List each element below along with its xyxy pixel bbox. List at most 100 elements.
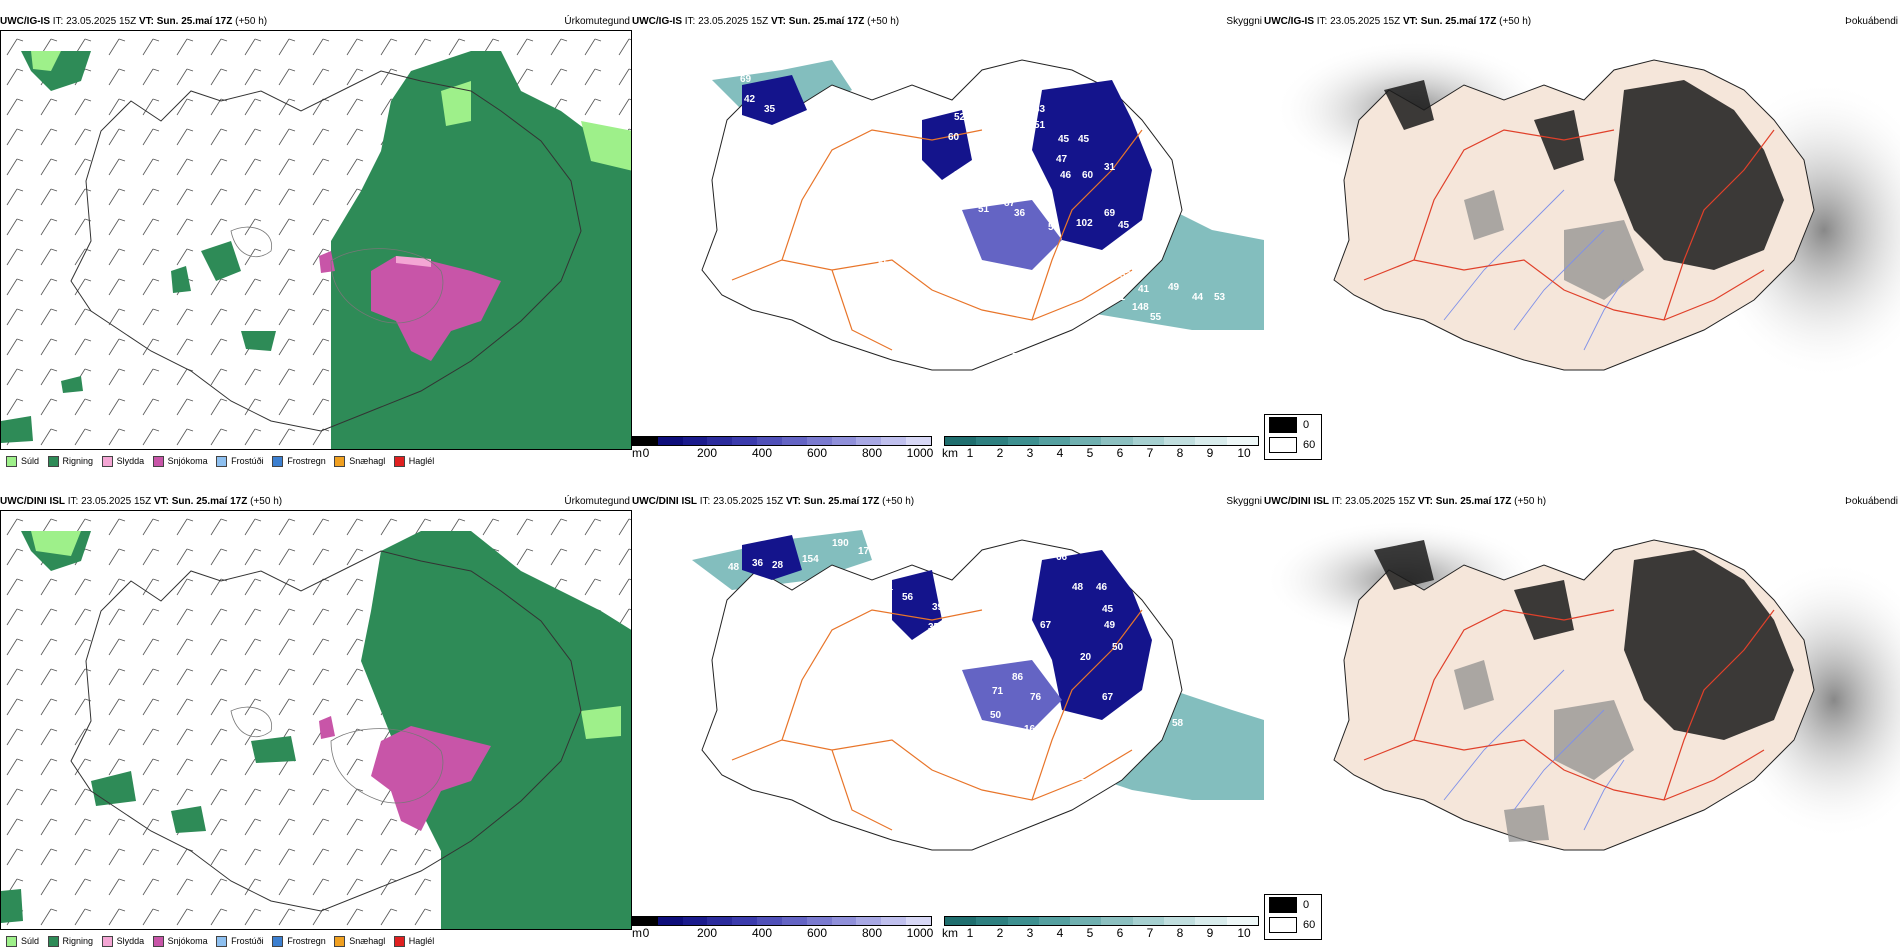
ceiling-value-label: 60 bbox=[1132, 248, 1144, 259]
ceiling-map-svg: 190 179 154 48 36 28 66 48 46 45 67 49 50 20 61 56 39 35 8… bbox=[692, 530, 1264, 909]
ceiling-value-label: 87 bbox=[1002, 802, 1014, 813]
visibility-color-step bbox=[945, 917, 977, 925]
legend-item: Frostregn bbox=[272, 930, 326, 952]
ceiling-value-label: 58 bbox=[1172, 718, 1184, 729]
vt-label: VT: bbox=[785, 496, 801, 507]
visibility-scale-1: km 1 2 3 4 5 6 7 8 9 10 bbox=[942, 436, 1259, 466]
visibility-color-step bbox=[1226, 437, 1258, 445]
height-color-step bbox=[881, 437, 907, 445]
ceiling-value-label: 102 bbox=[1076, 218, 1093, 229]
ceiling-value-label: 66 bbox=[1140, 262, 1152, 273]
cloud-map-1[interactable] bbox=[1264, 30, 1900, 430]
precip-map-2[interactable] bbox=[0, 510, 632, 930]
ceiling-map-1[interactable]: 69 48 42 35 42 505 52 60 53 51 45 45 47 46 60 31 58 40 46 5… bbox=[632, 30, 1264, 430]
height-color-step bbox=[657, 917, 683, 925]
ceiling-value-label: 36 bbox=[1014, 208, 1026, 219]
height-tick: 800 bbox=[861, 926, 883, 940]
ceiling-value-label: 20 bbox=[1080, 652, 1092, 663]
visibility-color-step bbox=[1070, 917, 1102, 925]
ceiling-value-label: 53 bbox=[1052, 842, 1064, 853]
ceiling-value-label: 86 bbox=[1012, 672, 1024, 683]
legend-label: Súld bbox=[21, 456, 40, 466]
rivers bbox=[1443, 669, 1625, 831]
precip-panel-2: UWC/DINI ISL IT: 23.05.2025 15Z VT: Sun.… bbox=[0, 494, 632, 947]
height-tick: 400 bbox=[751, 446, 773, 460]
precip-panel-1: UWC/IG-IS IT: 23.05.2025 15Z VT: Sun. 25… bbox=[0, 14, 632, 467]
precip-header-1: UWC/IG-IS IT: 23.05.2025 15Z VT: Sun. 25… bbox=[0, 14, 632, 30]
ceiling-value-label: 35 bbox=[764, 104, 776, 115]
ceiling-value-label: 104 bbox=[1106, 746, 1123, 757]
ceiling-value-label: 373 bbox=[932, 232, 949, 243]
fog-dense-area bbox=[1374, 540, 1794, 740]
ceiling-value-label: 62 bbox=[1102, 272, 1114, 283]
visibility-tick: 7 bbox=[1146, 926, 1154, 940]
ceiling-value-label: 49 bbox=[872, 892, 884, 903]
ceiling-value-label: 190 bbox=[832, 538, 849, 549]
cloud-legend-value: 60 bbox=[1303, 439, 1316, 451]
ceiling-value-label: 48 bbox=[1098, 770, 1110, 781]
ceiling-value-label: 47 bbox=[1056, 154, 1068, 165]
visibility-labels: km 1 2 3 4 5 6 7 8 9 10 bbox=[942, 926, 1259, 940]
height-color-step bbox=[732, 437, 758, 445]
height-tick: 600 bbox=[806, 446, 828, 460]
vt-label: VT: bbox=[1417, 496, 1433, 507]
ceiling-panel-1: UWC/IG-IS IT: 23.05.2025 15Z VT: Sun. 25… bbox=[632, 14, 1264, 464]
cloud-legend-row: 60 bbox=[1269, 915, 1321, 935]
product-title: Þokuábendi bbox=[1845, 496, 1898, 507]
height-scale-2: m 0 200 400 600 800 1000 bbox=[632, 916, 933, 946]
vt-value: Sun. 25.maí 17Z bbox=[171, 496, 248, 507]
snow-area bbox=[319, 716, 491, 831]
swatch-clear bbox=[1269, 917, 1297, 933]
ceiling-value-label: 194 bbox=[904, 382, 921, 393]
swatch-sleet bbox=[101, 455, 113, 467]
row-2: UWC/DINI ISL IT: 23.05.2025 15Z VT: Sun.… bbox=[0, 484, 1900, 950]
legend-label: Frostregn bbox=[287, 936, 326, 946]
precip-map-1[interactable] bbox=[0, 30, 632, 450]
ceiling-value-label: 50 bbox=[990, 710, 1002, 721]
visibility-tick: 6 bbox=[1116, 926, 1124, 940]
lead-time: (+50 h) bbox=[1514, 496, 1547, 507]
swatch-sleet bbox=[101, 935, 113, 947]
visibility-color-step bbox=[1226, 917, 1258, 925]
fog-medium-area bbox=[1454, 660, 1634, 842]
swatch-drizzle bbox=[6, 935, 17, 947]
height-tick: 200 bbox=[696, 446, 718, 460]
model-name: UWC/IG-IS bbox=[1264, 16, 1314, 27]
vt-label: VT: bbox=[770, 16, 786, 27]
ceiling-map-2[interactable]: 190 179 154 48 36 28 66 48 46 45 67 49 50 20 61 56 39 35 8… bbox=[632, 510, 1264, 910]
height-color-step bbox=[757, 437, 782, 445]
height-tick: 200 bbox=[696, 926, 718, 940]
visibility-tick: 1 bbox=[966, 926, 974, 940]
it-label: IT: bbox=[699, 496, 711, 507]
snow-area bbox=[319, 251, 501, 361]
visibility-color-step bbox=[1195, 437, 1227, 445]
ceiling-value-label: 53 bbox=[1214, 292, 1226, 303]
cloud-map-svg bbox=[1264, 520, 1900, 851]
ceiling-value-label: 56 bbox=[902, 592, 914, 603]
height-strip bbox=[632, 436, 932, 446]
height-color-step bbox=[633, 917, 658, 925]
ceiling-value-label: 457 bbox=[1242, 706, 1259, 717]
ceiling-value-label: 36 bbox=[752, 558, 764, 569]
swatch-snow-pellets bbox=[334, 935, 346, 947]
legend-item: Súld bbox=[6, 930, 39, 952]
ceiling-value-label: 153 bbox=[970, 724, 987, 735]
ceiling-value-label: 75 bbox=[1040, 822, 1052, 833]
height-tick: 600 bbox=[806, 926, 828, 940]
height-color-step bbox=[906, 917, 931, 925]
ceiling-value-label: 60 bbox=[948, 132, 960, 143]
swatch-hail bbox=[393, 935, 405, 947]
legend-item: Rigning bbox=[47, 450, 93, 472]
ceiling-value-label: 572 bbox=[1072, 728, 1089, 739]
cloud-map-2[interactable] bbox=[1264, 510, 1900, 910]
product-title: Skyggni bbox=[1226, 496, 1262, 507]
glaciers bbox=[230, 706, 444, 804]
ceiling-value-label: 76 bbox=[1030, 692, 1042, 703]
ceiling-value-label: 31 bbox=[1104, 162, 1116, 173]
legend-label: Snæhagl bbox=[349, 456, 386, 466]
rain-area bbox=[331, 51, 631, 449]
visibility-strip bbox=[944, 436, 1259, 446]
legend-item: Rigning bbox=[47, 930, 93, 952]
ceiling-value-label: 148 bbox=[1132, 302, 1149, 313]
visibility-tick: 4 bbox=[1056, 446, 1064, 460]
